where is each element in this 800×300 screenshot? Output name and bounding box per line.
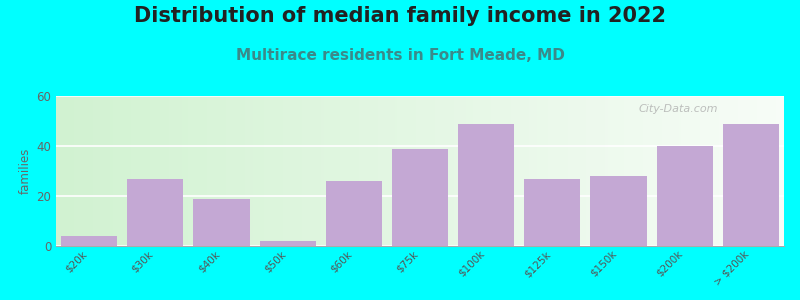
Bar xyxy=(326,181,382,246)
Bar xyxy=(458,124,514,246)
Bar xyxy=(590,176,646,246)
Bar xyxy=(722,124,779,246)
Bar xyxy=(61,236,118,246)
Bar xyxy=(127,178,183,246)
Text: Multirace residents in Fort Meade, MD: Multirace residents in Fort Meade, MD xyxy=(235,48,565,63)
Bar xyxy=(524,178,581,246)
Bar xyxy=(392,148,448,246)
Bar xyxy=(194,199,250,246)
Bar xyxy=(657,146,713,246)
Text: Distribution of median family income in 2022: Distribution of median family income in … xyxy=(134,6,666,26)
Bar xyxy=(259,241,316,246)
Text: City-Data.com: City-Data.com xyxy=(638,103,718,113)
Y-axis label: families: families xyxy=(19,148,32,194)
